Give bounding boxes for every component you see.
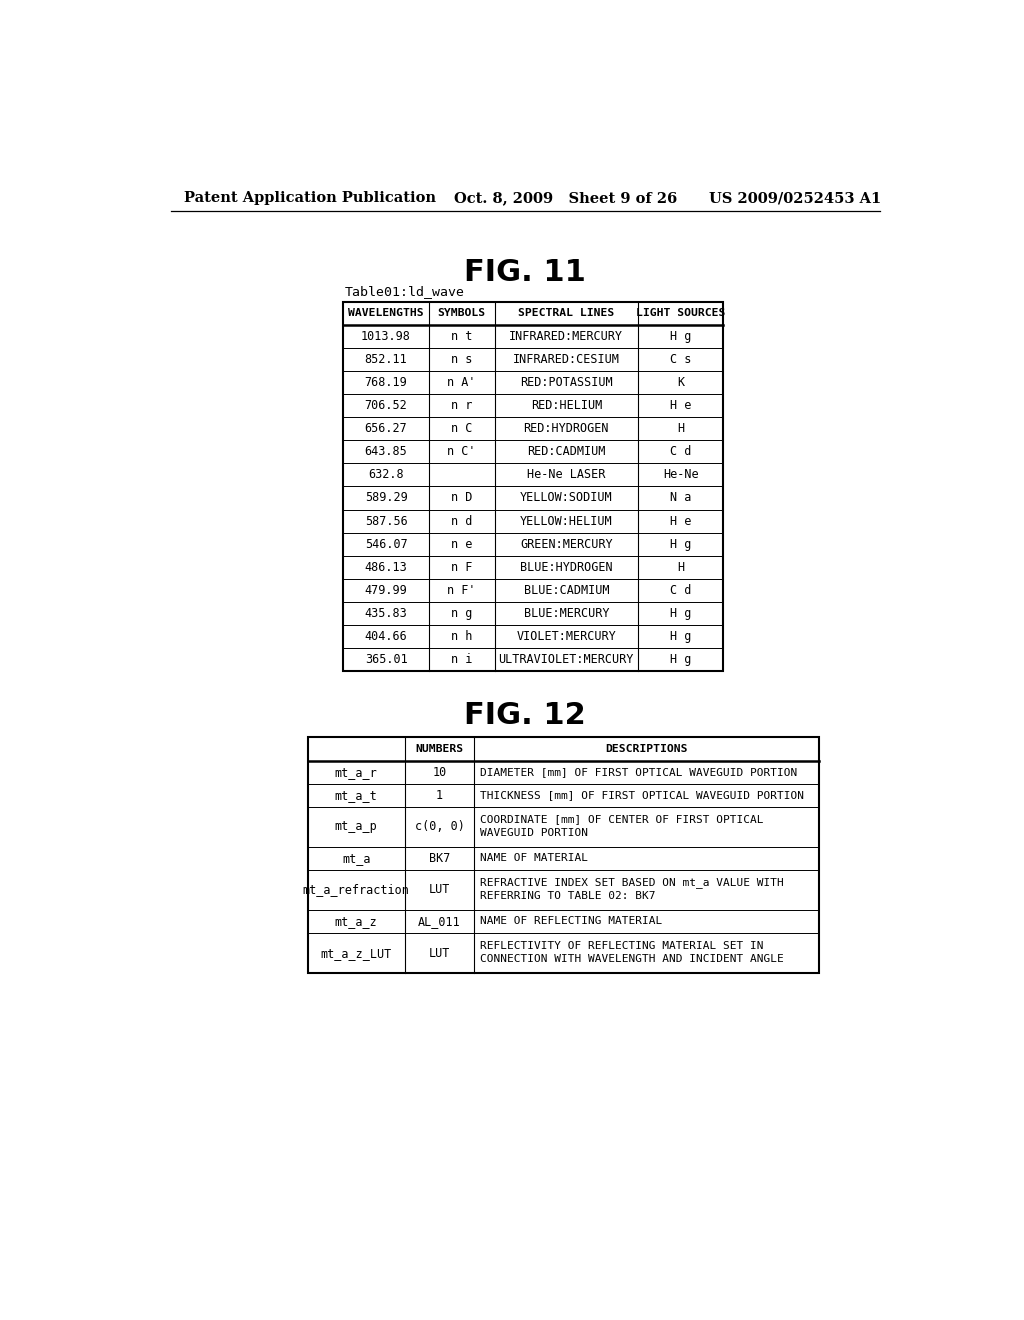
Text: Patent Application Publication: Patent Application Publication [183,191,436,206]
Text: BLUE:MERCURY: BLUE:MERCURY [523,607,609,620]
Text: US 2009/0252453 A1: US 2009/0252453 A1 [710,191,882,206]
Text: n t: n t [451,330,472,343]
Text: mt_a_z: mt_a_z [335,915,378,928]
Text: FIG. 11: FIG. 11 [464,257,586,286]
Text: n e: n e [451,537,472,550]
Text: WAVEGUID PORTION: WAVEGUID PORTION [480,828,588,837]
Text: RED:HYDROGEN: RED:HYDROGEN [523,422,609,436]
Text: 10: 10 [432,766,446,779]
Text: DIAMETER [mm] OF FIRST OPTICAL WAVEGUID PORTION: DIAMETER [mm] OF FIRST OPTICAL WAVEGUID … [480,767,797,777]
Text: VIOLET:MERCURY: VIOLET:MERCURY [516,630,616,643]
Text: n C: n C [451,422,472,436]
Text: GREEN:MERCURY: GREEN:MERCURY [520,537,612,550]
Text: n A': n A' [447,376,476,389]
Text: NUMBERS: NUMBERS [416,744,464,754]
Text: c(0, 0): c(0, 0) [415,820,465,833]
Text: 1: 1 [436,788,443,801]
Text: mt_a_t: mt_a_t [335,788,378,801]
Text: He-Ne LASER: He-Ne LASER [527,469,605,482]
Text: n d: n d [451,515,472,528]
Text: mt_a: mt_a [342,851,371,865]
Text: RED:POTASSIUM: RED:POTASSIUM [520,376,612,389]
Text: H g: H g [670,537,691,550]
Text: N a: N a [670,491,691,504]
Text: NAME OF MATERIAL: NAME OF MATERIAL [480,853,588,863]
Text: 435.83: 435.83 [365,607,408,620]
Text: 632.8: 632.8 [369,469,403,482]
Text: Oct. 8, 2009   Sheet 9 of 26: Oct. 8, 2009 Sheet 9 of 26 [454,191,677,206]
Text: C s: C s [670,352,691,366]
Text: BLUE:CADMIUM: BLUE:CADMIUM [523,583,609,597]
Text: SPECTRAL LINES: SPECTRAL LINES [518,308,614,318]
Text: COORDINATE [mm] OF CENTER OF FIRST OPTICAL: COORDINATE [mm] OF CENTER OF FIRST OPTIC… [480,814,763,825]
Text: n i: n i [451,653,472,667]
Text: n C': n C' [447,445,476,458]
Text: CONNECTION WITH WAVELENGTH AND INCIDENT ANGLE: CONNECTION WITH WAVELENGTH AND INCIDENT … [480,954,783,964]
Text: SYMBOLS: SYMBOLS [437,308,485,318]
Text: H g: H g [670,653,691,667]
Text: LIGHT SOURCES: LIGHT SOURCES [636,308,725,318]
Text: H e: H e [670,399,691,412]
Text: H g: H g [670,330,691,343]
Text: Table01:ld_wave: Table01:ld_wave [345,285,465,298]
Text: BLUE:HYDROGEN: BLUE:HYDROGEN [520,561,612,574]
Text: n F: n F [451,561,472,574]
Text: n g: n g [451,607,472,620]
Text: mt_a_p: mt_a_p [335,820,378,833]
Text: H: H [677,422,684,436]
Text: H: H [677,561,684,574]
Text: 479.99: 479.99 [365,583,408,597]
Text: C d: C d [670,445,691,458]
Text: FIG. 12: FIG. 12 [464,701,586,730]
Text: n h: n h [451,630,472,643]
Text: n s: n s [451,352,472,366]
Text: 656.27: 656.27 [365,422,408,436]
Text: DESCRIPTIONS: DESCRIPTIONS [605,744,688,754]
Text: 1013.98: 1013.98 [361,330,411,343]
Text: 768.19: 768.19 [365,376,408,389]
Text: YELLOW:SODIUM: YELLOW:SODIUM [520,491,612,504]
Text: LUT: LUT [429,946,451,960]
Text: 852.11: 852.11 [365,352,408,366]
Text: 643.85: 643.85 [365,445,408,458]
Text: LUT: LUT [429,883,451,896]
Text: He-Ne: He-Ne [663,469,698,482]
Text: mt_a_refraction: mt_a_refraction [303,883,410,896]
Text: BK7: BK7 [429,851,451,865]
Text: 546.07: 546.07 [365,537,408,550]
Text: H g: H g [670,607,691,620]
Text: 587.56: 587.56 [365,515,408,528]
Text: mt_a_z_LUT: mt_a_z_LUT [321,946,392,960]
Text: RED:HELIUM: RED:HELIUM [530,399,602,412]
Text: H g: H g [670,630,691,643]
Text: RED:CADMIUM: RED:CADMIUM [527,445,605,458]
Text: 589.29: 589.29 [365,491,408,504]
Text: 486.13: 486.13 [365,561,408,574]
Text: mt_a_r: mt_a_r [335,766,378,779]
Text: 365.01: 365.01 [365,653,408,667]
Text: YELLOW:HELIUM: YELLOW:HELIUM [520,515,612,528]
Text: INFRARED:MERCURY: INFRARED:MERCURY [509,330,624,343]
Text: K: K [677,376,684,389]
Text: n r: n r [451,399,472,412]
Text: H e: H e [670,515,691,528]
Text: ULTRAVIOLET:MERCURY: ULTRAVIOLET:MERCURY [499,653,634,667]
Text: n F': n F' [447,583,476,597]
Text: INFRARED:CESIUM: INFRARED:CESIUM [513,352,620,366]
Text: NAME OF REFLECTING MATERIAL: NAME OF REFLECTING MATERIAL [480,916,663,927]
Text: REFERRING TO TABLE 02: BK7: REFERRING TO TABLE 02: BK7 [480,891,655,900]
Text: n D: n D [451,491,472,504]
Text: REFLECTIVITY OF REFLECTING MATERIAL SET IN: REFLECTIVITY OF REFLECTING MATERIAL SET … [480,941,763,950]
Bar [308,738,819,973]
Text: 706.52: 706.52 [365,399,408,412]
Text: C d: C d [670,583,691,597]
Text: REFRACTIVE INDEX SET BASED ON mt_a VALUE WITH: REFRACTIVE INDEX SET BASED ON mt_a VALUE… [480,878,783,888]
Text: THICKNESS [mm] OF FIRST OPTICAL WAVEGUID PORTION: THICKNESS [mm] OF FIRST OPTICAL WAVEGUID… [480,791,804,800]
Bar [343,302,723,671]
Text: WAVELENGTHS: WAVELENGTHS [348,308,424,318]
Text: 404.66: 404.66 [365,630,408,643]
Text: AL_011: AL_011 [418,915,461,928]
